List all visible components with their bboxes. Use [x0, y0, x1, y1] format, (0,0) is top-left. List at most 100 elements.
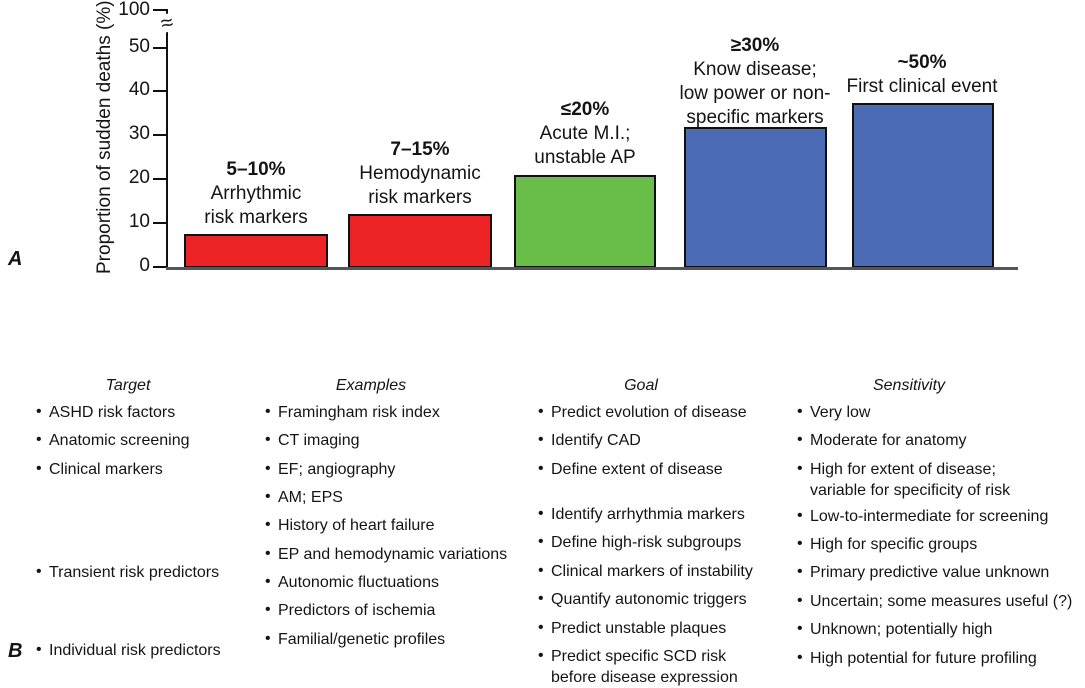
list-item: • EF; angiography	[265, 460, 396, 478]
list-item: • High for specific groups	[797, 535, 978, 553]
list-item: • Autonomic fluctuations	[265, 573, 439, 591]
bar-category-label: Know disease;	[693, 59, 817, 80]
list-item: • High for extent of disease; variable for…	[797, 460, 1011, 499]
y-tick-label: 100	[118, 0, 150, 20]
bullet-icon: •	[538, 590, 544, 607]
bar-arrhythmic-risk-markers	[184, 234, 328, 268]
list-item: • Identify CAD	[538, 431, 641, 449]
bullet-icon: •	[538, 562, 544, 579]
bullet-icon: •	[797, 649, 803, 666]
bullet-icon: •	[538, 431, 544, 448]
y-axis-tick	[153, 222, 166, 224]
bar-label-group: ≥30% Know disease; low power or non- spe…	[640, 34, 870, 130]
column-header-target: Target	[105, 377, 151, 394]
y-tick-label: 50	[128, 36, 150, 57]
bullet-icon: •	[797, 403, 803, 420]
list-item: • Clinical markers of instability	[538, 562, 753, 580]
bullet-icon: •	[36, 641, 42, 658]
list-item: • Predict specific SCD risk before disease…	[538, 647, 738, 686]
bar-label-group: 5–10% Arrhythmic risk markers	[141, 158, 371, 230]
list-item: • Predictors of ischemia	[265, 601, 436, 619]
y-axis-tick	[153, 9, 166, 11]
list-item: • Predict unstable plaques	[538, 619, 727, 637]
column-header-examples: Examples	[335, 377, 407, 394]
bar-category-label: risk markers	[204, 207, 308, 228]
bullet-icon: •	[265, 488, 271, 505]
column-header-goal: Goal	[624, 377, 658, 394]
list-item: • AM; EPS	[265, 488, 343, 506]
bullet-icon: •	[265, 630, 271, 647]
list-item: • Transient risk predictors	[36, 563, 220, 581]
bar-category-label: Arrhythmic	[210, 183, 302, 204]
list-item: • Unknown; potentially high	[797, 620, 993, 638]
bar-value-label: ≤20%	[560, 99, 610, 120]
y-tick-label: 0	[139, 255, 150, 276]
bullet-icon: •	[265, 573, 271, 590]
list-item: • Predict evolution of disease	[538, 403, 747, 421]
list-item: • Familial/genetic profiles	[265, 630, 446, 648]
bar-category-label: specific markers	[686, 107, 824, 128]
y-axis-line	[166, 9, 168, 268]
list-item: • ASHD risk factors	[36, 403, 176, 421]
y-tick-label: 20	[128, 167, 150, 188]
panel-a-label: A	[8, 248, 23, 270]
bullet-icon: •	[265, 545, 271, 562]
column-header-sensitivity: Sensitivity	[872, 377, 946, 394]
list-item: • Framingham risk index	[265, 403, 440, 421]
list-item: • Anatomic screening	[36, 431, 190, 449]
list-item: • Identify arrhythmia markers	[538, 505, 745, 523]
y-axis-tick	[153, 134, 166, 136]
list-item: • Define high-risk subgroups	[538, 533, 742, 551]
y-tick-label: 10	[128, 211, 150, 232]
list-item: • Quantify autonomic triggers	[538, 590, 747, 608]
bar-category-label: First clinical event	[846, 76, 998, 97]
y-axis-tick	[153, 47, 166, 49]
bullet-icon: •	[797, 563, 803, 580]
bullet-icon: •	[797, 620, 803, 637]
list-item: • Low-to-intermediate for screening	[797, 507, 1049, 525]
y-tick-label: 40	[128, 79, 150, 100]
y-tick-label: 30	[128, 123, 150, 144]
bullet-icon: •	[538, 460, 544, 477]
bar-value-label: ~50%	[897, 52, 947, 73]
bar-label-group: ~50% First clinical event	[807, 51, 1037, 99]
list-item: • History of heart failure	[265, 516, 435, 534]
bullet-icon: •	[36, 460, 42, 477]
bar-value-label: 7–15%	[390, 139, 450, 160]
list-item: • CT imaging	[265, 431, 360, 449]
bullet-icon: •	[265, 403, 271, 420]
bullet-icon: •	[538, 403, 544, 420]
bar-know-disease	[684, 127, 827, 268]
bar-category-label: Acute M.I.;	[539, 123, 631, 144]
list-item: • Very low	[797, 403, 871, 421]
bullet-icon: •	[36, 431, 42, 448]
list-item: • Define extent of disease	[538, 460, 723, 478]
bullet-icon: •	[265, 431, 271, 448]
bullet-icon: •	[538, 647, 544, 664]
bullet-icon: •	[36, 563, 42, 580]
bar-label-group: ≤20% Acute M.I.; unstable AP	[470, 98, 700, 170]
list-item: • High potential for future profiling	[797, 649, 1037, 667]
bullet-icon: •	[797, 535, 803, 552]
bar-category-label: risk markers	[368, 187, 472, 208]
bullet-icon: •	[265, 601, 271, 618]
y-axis-tick	[153, 178, 166, 180]
bar-category-label: Hemodynamic	[359, 163, 481, 184]
bullet-icon: •	[797, 592, 803, 609]
list-item: • Individual risk predictors	[36, 641, 221, 659]
y-axis-tick	[153, 266, 166, 268]
bullet-icon: •	[265, 516, 271, 533]
bar-category-label: unstable AP	[534, 147, 636, 168]
bullet-icon: •	[797, 507, 803, 524]
bullet-icon: •	[265, 460, 271, 477]
bullet-icon: •	[797, 460, 803, 477]
y-axis-tick	[153, 90, 166, 92]
list-item: • EP and hemodynamic variations	[265, 545, 508, 563]
bar-value-label: ≥30%	[730, 35, 780, 56]
list-item: • Moderate for anatomy	[797, 431, 967, 449]
bar-label-group: 7–15% Hemodynamic risk markers	[305, 138, 535, 210]
bullet-icon: •	[797, 431, 803, 448]
bar-value-label: 5–10%	[226, 159, 286, 180]
bullet-icon: •	[538, 619, 544, 636]
